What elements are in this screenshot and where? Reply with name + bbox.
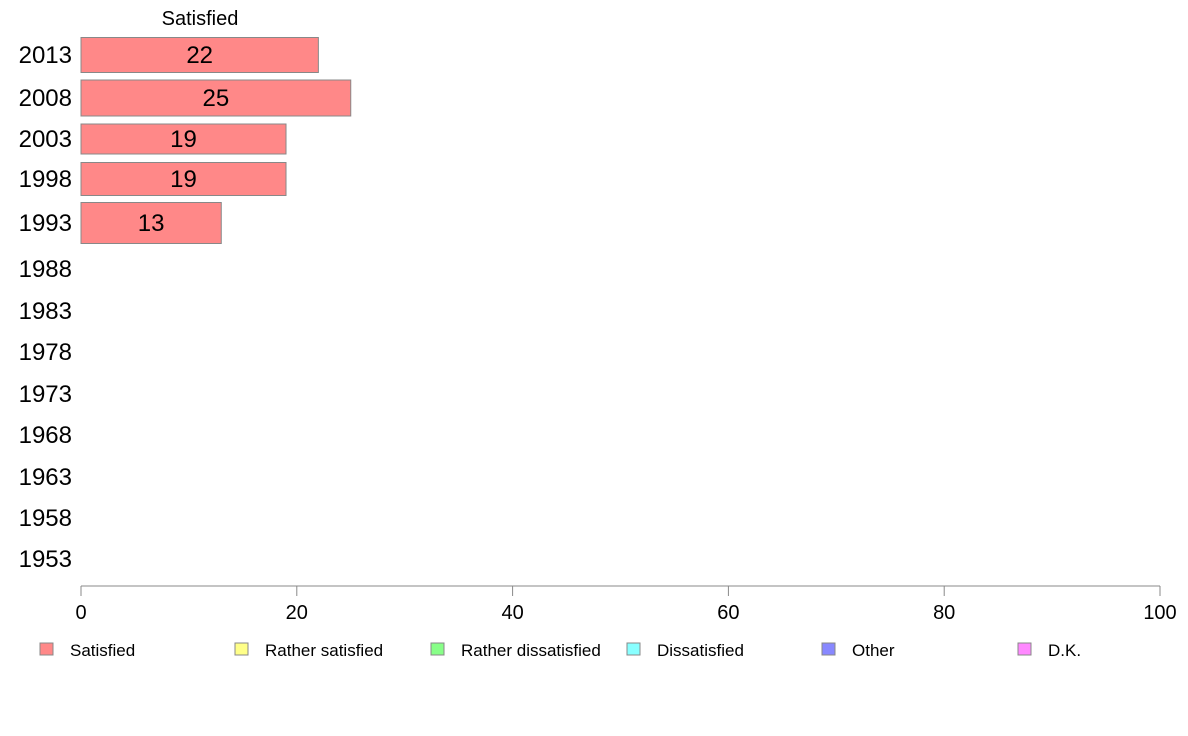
bar-label-1993: 13 bbox=[138, 210, 165, 237]
legend-swatch-rather-dissatisfied bbox=[430, 642, 445, 656]
bar-1998-satisfied bbox=[80, 162, 287, 196]
legend-label-satisfied: Satisfied bbox=[70, 641, 135, 660]
y-label-2008: 2008 bbox=[19, 85, 72, 112]
x-tick-label-100: 100 bbox=[1143, 602, 1176, 624]
y-label-1988: 1988 bbox=[19, 256, 72, 283]
legend-swatch-other bbox=[821, 642, 836, 656]
y-label-2013: 2013 bbox=[19, 42, 72, 69]
y-label-1998: 1998 bbox=[19, 166, 72, 193]
bar-2013-satisfied bbox=[80, 37, 319, 73]
legend-label-d-k-: D.K. bbox=[1048, 641, 1081, 660]
y-axis-labels: 2013 2008 2003 1998 1993 1988 1983 1978 1973 1968… bbox=[19, 42, 72, 573]
x-axis: 0 20 40 60 80 100 bbox=[75, 585, 1177, 624]
y-label-1968: 1968 bbox=[19, 422, 72, 449]
y-label-1973: 1973 bbox=[19, 381, 72, 408]
bar-1993-satisfied bbox=[80, 202, 222, 244]
y-label-1978: 1978 bbox=[19, 339, 72, 366]
legend-swatch-d-k- bbox=[1017, 642, 1032, 656]
legend-swatch-satisfied bbox=[39, 642, 54, 656]
bar-label-2013: 22 bbox=[186, 42, 213, 69]
legend-label-rather-satisfied: Rather satisfied bbox=[265, 641, 383, 660]
bar-label-2008: 25 bbox=[203, 85, 230, 112]
x-tick-label-60: 60 bbox=[717, 602, 739, 624]
y-label-1958: 1958 bbox=[19, 505, 72, 532]
legend: Satisfied Rather satisfied Rather dissatis… bbox=[39, 641, 1081, 660]
y-label-1963: 1963 bbox=[19, 464, 72, 491]
bar-2003-satisfied bbox=[80, 123, 287, 155]
x-tick-label-80: 80 bbox=[933, 602, 955, 624]
series-header: Satisfied bbox=[162, 8, 239, 30]
y-label-2003: 2003 bbox=[19, 126, 72, 153]
bar-label-1998: 19 bbox=[170, 166, 197, 193]
legend-label-rather-dissatisfied: Rather dissatisfied bbox=[461, 641, 601, 660]
y-label-1953: 1953 bbox=[19, 546, 72, 573]
x-tick-label-0: 0 bbox=[75, 602, 86, 624]
y-label-1983: 1983 bbox=[19, 298, 72, 325]
legend-swatch-dissatisfied bbox=[626, 642, 641, 656]
x-tick-label-40: 40 bbox=[501, 602, 523, 624]
bar-label-2003: 19 bbox=[170, 126, 197, 153]
y-label-1993: 1993 bbox=[19, 210, 72, 237]
legend-label-dissatisfied: Dissatisfied bbox=[657, 641, 744, 660]
x-tick-label-20: 20 bbox=[286, 602, 308, 624]
bar-2008-satisfied bbox=[80, 79, 352, 117]
legend-swatch-rather-satisfied bbox=[234, 642, 249, 656]
legend-label-other: Other bbox=[852, 641, 895, 660]
